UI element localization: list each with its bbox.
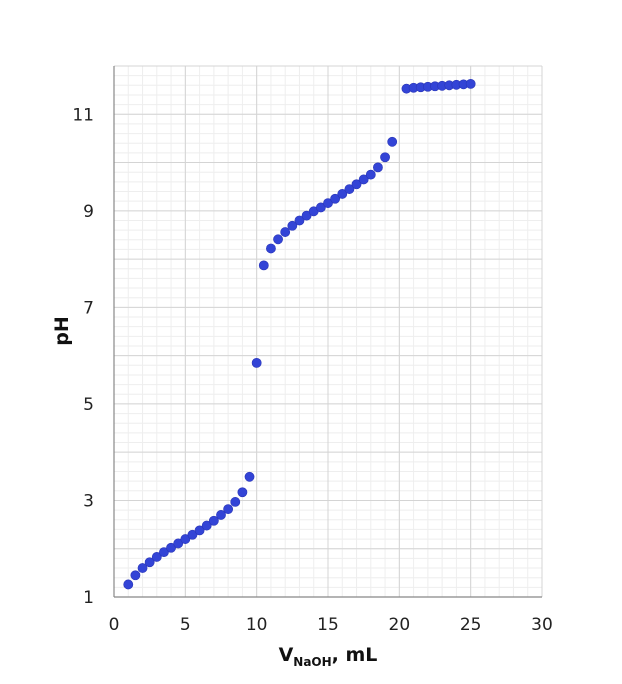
- data-point: [273, 234, 283, 245]
- data-point: [201, 520, 212, 531]
- x-axis-label-suffix: , mL: [332, 644, 378, 666]
- data-point: [151, 552, 162, 562]
- x-axis-label-subscript: NaOH: [293, 655, 331, 669]
- y-tick-label: 5: [83, 395, 94, 415]
- data-point: [166, 542, 176, 553]
- data-point: [380, 152, 390, 163]
- x-tick-label: 25: [460, 615, 482, 635]
- data-point: [330, 193, 341, 204]
- data-point: [230, 497, 241, 507]
- data-point: [323, 198, 333, 208]
- data-point: [159, 547, 169, 558]
- y-tick-label: 7: [83, 298, 94, 318]
- data-point: [373, 162, 383, 173]
- data-point: [223, 504, 234, 515]
- data-point: [258, 260, 269, 271]
- x-tick-label: 20: [389, 615, 411, 635]
- x-axis-label: VNaOH, mL: [279, 644, 378, 669]
- axes: [113, 66, 542, 598]
- data-point: [187, 529, 198, 540]
- data-point: [123, 579, 134, 590]
- data-point: [358, 174, 369, 185]
- data-point: [287, 220, 298, 231]
- data-point: [465, 78, 476, 89]
- data-point: [208, 515, 219, 526]
- x-tick-labels: 0 5 10 15 20 25 30: [109, 615, 553, 635]
- data-point: [266, 243, 276, 254]
- y-tick-label: 11: [72, 105, 94, 125]
- data-point: [280, 227, 291, 237]
- x-tick-label: 0: [109, 615, 120, 635]
- x-axis-label-main: V: [279, 644, 294, 666]
- data-point: [137, 563, 148, 573]
- grid-lines: [113, 65, 543, 598]
- data-point: [315, 202, 326, 213]
- data-point: [194, 525, 205, 536]
- y-tick-labels: 1 3 5 7 9 11: [72, 105, 94, 608]
- x-tick-label: 30: [531, 615, 553, 635]
- x-tick-label: 10: [246, 615, 268, 635]
- data-point: [351, 179, 362, 190]
- data-point: [130, 570, 141, 581]
- data-point: [301, 210, 312, 221]
- y-axis-label: pH: [51, 316, 73, 346]
- data-point: [294, 215, 305, 226]
- y-tick-label: 9: [83, 202, 94, 222]
- data-point: [144, 557, 155, 568]
- data-point: [244, 471, 255, 482]
- y-tick-label: 1: [83, 588, 94, 608]
- data-point: [237, 487, 248, 498]
- data-point: [251, 357, 262, 368]
- x-tick-label: 5: [180, 615, 191, 635]
- data-point: [173, 538, 184, 549]
- data-points: [123, 78, 476, 590]
- data-point: [365, 169, 376, 180]
- y-tick-label: 3: [83, 491, 94, 511]
- data-point: [337, 189, 348, 199]
- data-point: [216, 510, 226, 520]
- data-point: [344, 184, 355, 194]
- x-tick-label: 15: [317, 615, 339, 635]
- data-point: [180, 534, 191, 544]
- data-point: [387, 136, 398, 147]
